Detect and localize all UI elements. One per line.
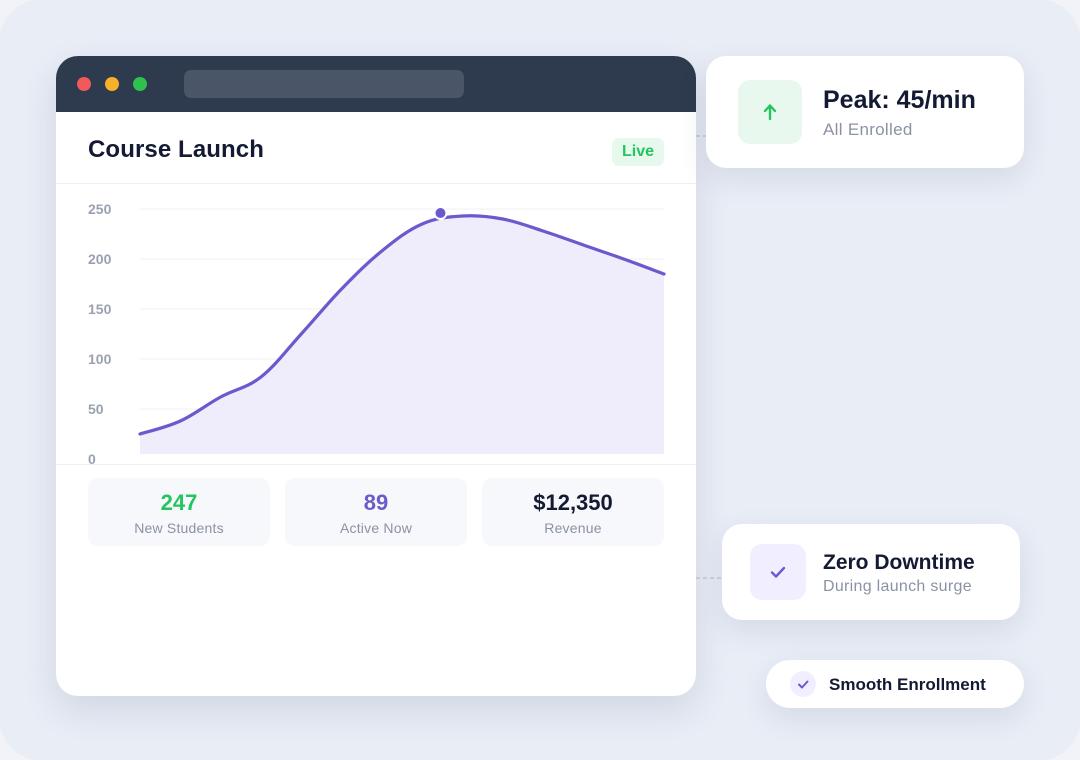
peak-subtitle: All Enrolled [823, 120, 913, 139]
stat-new-students: 247 New Students [88, 478, 270, 546]
zero-downtime-subtitle: During launch surge [823, 578, 972, 595]
check-icon [790, 671, 816, 697]
enrollment-chart: 0 50 100 150 200 250 [56, 184, 696, 464]
chart-svg: 0 50 100 150 200 250 [88, 201, 666, 464]
connector-line-bottom [696, 577, 724, 579]
window-titlebar [56, 56, 696, 112]
y-tick-label: 0 [88, 451, 96, 464]
stat-value: 247 [160, 490, 198, 515]
stat-label: New Students [134, 520, 224, 536]
y-tick-label: 100 [88, 351, 112, 367]
live-badge: Live [611, 138, 664, 166]
y-tick-label: 200 [88, 251, 112, 267]
stat-label: Active Now [339, 520, 413, 536]
smooth-enrollment-label: Smooth Enrollment [829, 675, 986, 694]
series-line [138, 214, 666, 436]
stat-revenue: $12,350 Revenue [482, 478, 664, 546]
stat-value: $12,350 [533, 490, 613, 515]
smooth-enrollment-pill: Smooth Enrollment [766, 660, 1024, 708]
zero-downtime-card: Zero Downtime During launch surge [722, 524, 1020, 620]
address-bar[interactable] [184, 70, 464, 98]
divider [56, 464, 696, 465]
stat-label: Revenue [544, 520, 602, 536]
stats-row: 247 New Students 89 Active Now $12,350 R… [88, 478, 664, 546]
peak-marker [435, 208, 446, 218]
close-window-button[interactable] [77, 77, 91, 91]
card-header: Course Launch Live [56, 112, 696, 184]
stat-value: 89 [363, 490, 389, 515]
arrow-up-icon [738, 80, 802, 144]
y-tick-label: 50 [88, 401, 104, 417]
peak-title: Peak: 45/min [823, 86, 976, 114]
peak-card: Peak: 45/min All Enrolled [706, 56, 1024, 168]
check-icon [750, 544, 806, 600]
card-title: Course Launch [88, 136, 264, 163]
minimize-window-button[interactable] [105, 77, 119, 91]
y-tick-label: 150 [88, 301, 112, 317]
y-tick-label: 250 [88, 201, 112, 217]
series-area [140, 215, 664, 454]
zero-downtime-title: Zero Downtime [823, 551, 975, 574]
stat-active-now: 89 Active Now [285, 478, 467, 546]
maximize-window-button[interactable] [133, 77, 147, 91]
browser-window: Course Launch Live 0 50 100 150 200 250 247 N… [56, 56, 696, 696]
